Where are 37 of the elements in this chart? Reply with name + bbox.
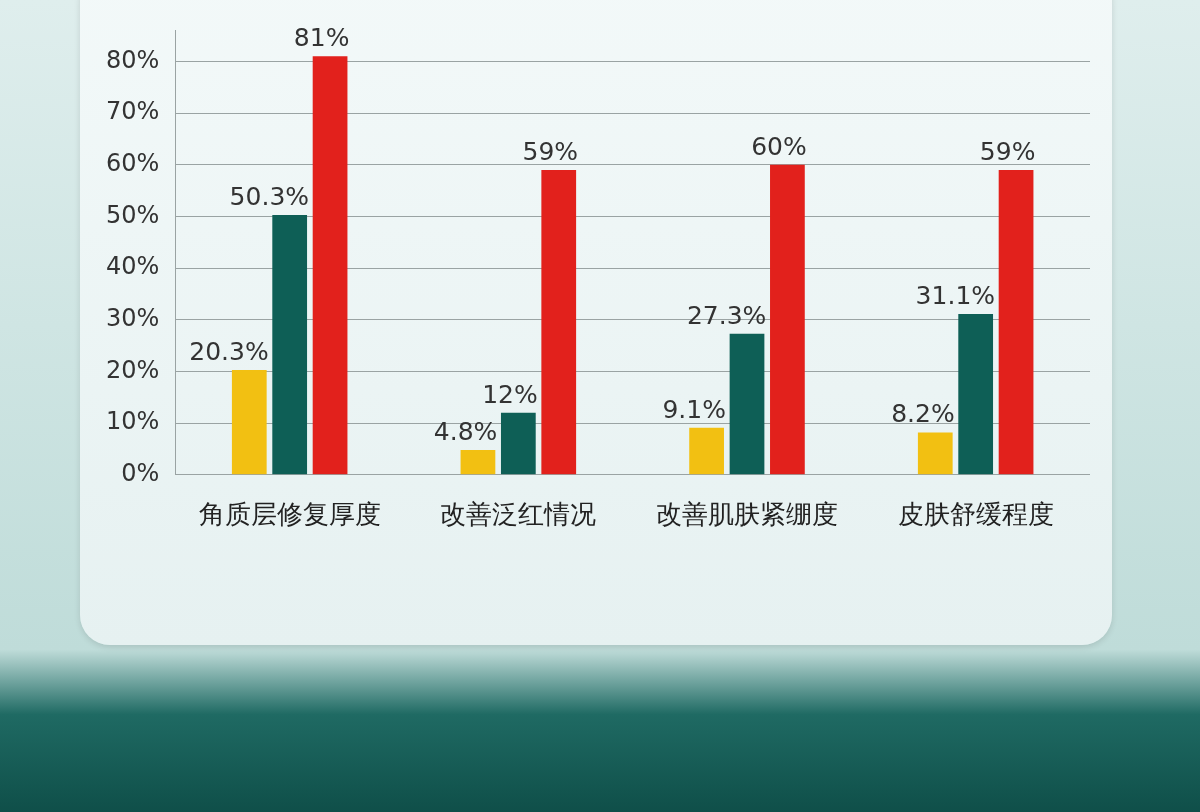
bar <box>729 333 765 475</box>
x-tick-label: 角质层修复厚度 <box>198 499 381 530</box>
data-label: 81% <box>293 23 350 53</box>
y-tick-label: 20% <box>106 355 160 384</box>
data-label: 9.1% <box>662 394 726 424</box>
bar <box>541 169 577 475</box>
bar <box>312 56 348 475</box>
data-label: 8.2% <box>891 399 955 429</box>
y-tick-label: 0% <box>121 459 160 488</box>
bar <box>231 369 267 475</box>
data-label: 27.3% <box>686 300 767 330</box>
data-label: 12% <box>482 379 538 409</box>
bar <box>958 314 994 475</box>
data-label: 59% <box>522 136 579 166</box>
bar <box>500 412 536 475</box>
data-label: 20.3% <box>189 336 269 366</box>
data-label: 50.3% <box>229 181 310 211</box>
bar <box>917 432 953 475</box>
data-label: 4.8% <box>433 417 498 446</box>
y-tick-label: 70% <box>106 97 160 126</box>
y-tick-label: 30% <box>106 304 160 333</box>
y-tick-label: 60% <box>106 148 160 177</box>
bar <box>689 427 724 475</box>
y-tick-label: 80% <box>106 45 160 74</box>
data-label: 59% <box>979 136 1036 166</box>
x-tick-label: 皮肤舒缓程度 <box>897 499 1054 530</box>
bar <box>460 450 496 475</box>
x-tick-label: 改善泛红情况 <box>440 499 597 530</box>
y-tick-label: 40% <box>106 252 160 281</box>
bar <box>272 214 308 475</box>
y-tick-label: 10% <box>106 407 160 436</box>
bar <box>770 164 805 475</box>
y-tick-label: 50% <box>106 200 160 229</box>
x-tick-label: 改善肌肤紧绷度 <box>656 499 838 530</box>
bar <box>998 169 1034 475</box>
data-label: 31.1% <box>915 281 996 311</box>
data-label: 60% <box>751 131 807 161</box>
